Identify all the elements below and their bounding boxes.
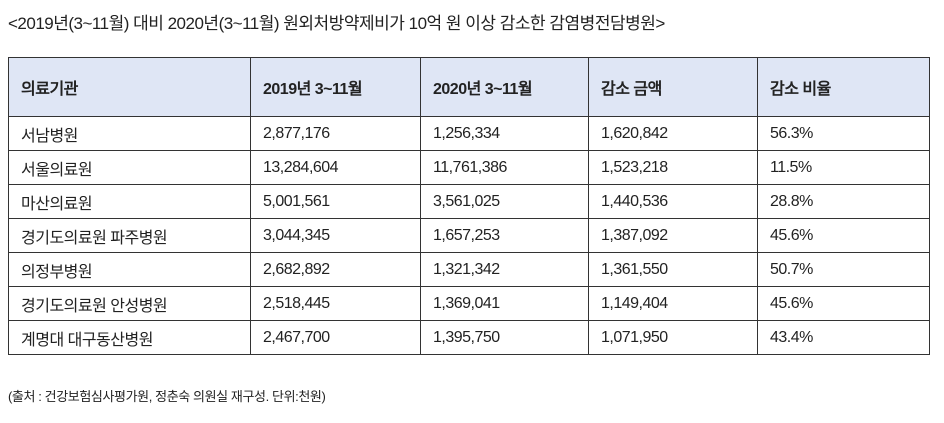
cell-2020: 1,321,342 <box>420 252 589 287</box>
cell-2020: 1,395,750 <box>420 320 589 355</box>
data-table: 의료기관 2019년 3~11월 2020년 3~11월 감소 금액 감소 비율… <box>8 57 930 355</box>
header-decrease-rate: 감소 비율 <box>757 57 930 117</box>
cell-2020: 1,256,334 <box>420 116 589 151</box>
cell-2019: 2,877,176 <box>250 116 421 151</box>
cell-decrease-amount: 1,149,404 <box>588 286 758 321</box>
cell-institution: 서남병원 <box>8 116 251 151</box>
cell-2019: 5,001,561 <box>250 184 421 219</box>
cell-decrease-amount: 1,071,950 <box>588 320 758 355</box>
cell-2020: 1,369,041 <box>420 286 589 321</box>
cell-decrease-rate: 43.4% <box>757 320 930 355</box>
source-note: (출처 : 건강보험심사평가원, 정춘숙 의원실 재구성. 단위:천원) <box>8 389 326 404</box>
table-row: 경기도의료원 파주병원 3,044,345 1,657,253 1,387,092 45… <box>8 218 930 253</box>
table-row: 서울의료원 13,284,604 11,761,386 1,523,218 11.5% <box>8 150 930 185</box>
cell-2019: 2,518,445 <box>250 286 421 321</box>
cell-2020: 11,761,386 <box>420 150 589 185</box>
cell-institution: 서울의료원 <box>8 150 251 185</box>
cell-decrease-rate: 45.6% <box>757 286 930 321</box>
cell-2019: 2,682,892 <box>250 252 421 287</box>
header-institution: 의료기관 <box>8 57 251 117</box>
cell-2020: 1,657,253 <box>420 218 589 253</box>
cell-decrease-amount: 1,440,536 <box>588 184 758 219</box>
cell-2019: 13,284,604 <box>250 150 421 185</box>
header-2019: 2019년 3~11월 <box>250 57 421 117</box>
cell-2019: 3,044,345 <box>250 218 421 253</box>
cell-decrease-rate: 56.3% <box>757 116 930 151</box>
table-row: 의정부병원 2,682,892 1,321,342 1,361,550 50.7% <box>8 252 930 287</box>
cell-decrease-rate: 50.7% <box>757 252 930 287</box>
header-2020: 2020년 3~11월 <box>420 57 589 117</box>
cell-decrease-amount: 1,620,842 <box>588 116 758 151</box>
cell-decrease-rate: 11.5% <box>757 150 930 185</box>
cell-institution: 경기도의료원 안성병원 <box>8 286 251 321</box>
table-row: 서남병원 2,877,176 1,256,334 1,620,842 56.3% <box>8 116 930 151</box>
header-decrease-amount: 감소 금액 <box>588 57 758 117</box>
table-header-row: 의료기관 2019년 3~11월 2020년 3~11월 감소 금액 감소 비율 <box>8 57 930 117</box>
cell-institution: 경기도의료원 파주병원 <box>8 218 251 253</box>
cell-decrease-amount: 1,361,550 <box>588 252 758 287</box>
cell-2020: 3,561,025 <box>420 184 589 219</box>
cell-decrease-amount: 1,523,218 <box>588 150 758 185</box>
cell-decrease-rate: 45.6% <box>757 218 930 253</box>
cell-decrease-rate: 28.8% <box>757 184 930 219</box>
table-row: 경기도의료원 안성병원 2,518,445 1,369,041 1,149,404 45… <box>8 286 930 321</box>
table-title: <2019년(3~11월) 대비 2020년(3~11월) 원외처방약제비가 1… <box>8 14 665 33</box>
table-row: 마산의료원 5,001,561 3,561,025 1,440,536 28.8% <box>8 184 930 219</box>
table-row: 계명대 대구동산병원 2,467,700 1,395,750 1,071,950 43.… <box>8 320 930 355</box>
cell-institution: 마산의료원 <box>8 184 251 219</box>
cell-decrease-amount: 1,387,092 <box>588 218 758 253</box>
cell-institution: 계명대 대구동산병원 <box>8 320 251 355</box>
cell-institution: 의정부병원 <box>8 252 251 287</box>
cell-2019: 2,467,700 <box>250 320 421 355</box>
